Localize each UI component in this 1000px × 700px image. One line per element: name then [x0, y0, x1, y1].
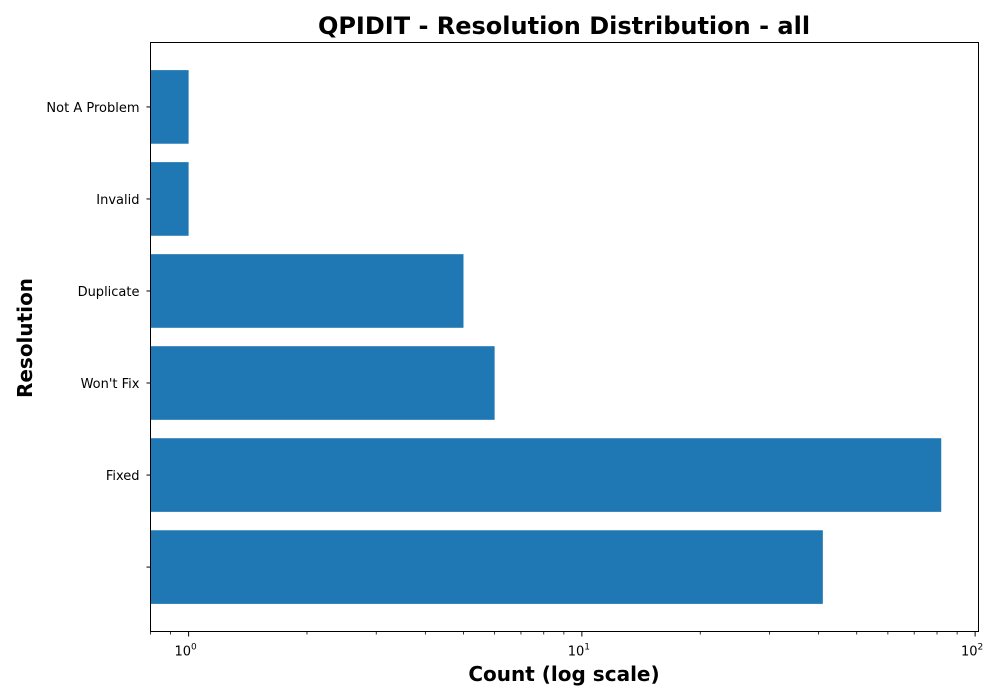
- bar-not-a-problem: [150, 70, 189, 144]
- bars-layer: [150, 70, 942, 604]
- bar-won-t-fix: [150, 346, 495, 420]
- bar-duplicate: [150, 254, 464, 328]
- bar-unlabeled: [150, 530, 823, 604]
- x-axis-title: Count (log scale): [468, 662, 659, 686]
- y-tick-label: Won't Fix: [81, 377, 140, 392]
- y-tick-label: Not A Problem: [46, 101, 139, 116]
- y-axis-ticks: Fixed Won't Fix Duplicate Invalid Not A Prob…: [46, 101, 151, 568]
- bar-invalid: [150, 162, 189, 236]
- chart-title: QPIDIT - Resolution Distribution - all: [318, 12, 810, 40]
- y-axis-title: Resolution: [13, 278, 37, 398]
- bar-fixed: [150, 438, 942, 512]
- y-tick-label: Duplicate: [78, 285, 140, 300]
- y-tick-label: Fixed: [106, 469, 140, 484]
- y-tick-label: Invalid: [96, 193, 139, 208]
- plot-frame: [150, 42, 979, 632]
